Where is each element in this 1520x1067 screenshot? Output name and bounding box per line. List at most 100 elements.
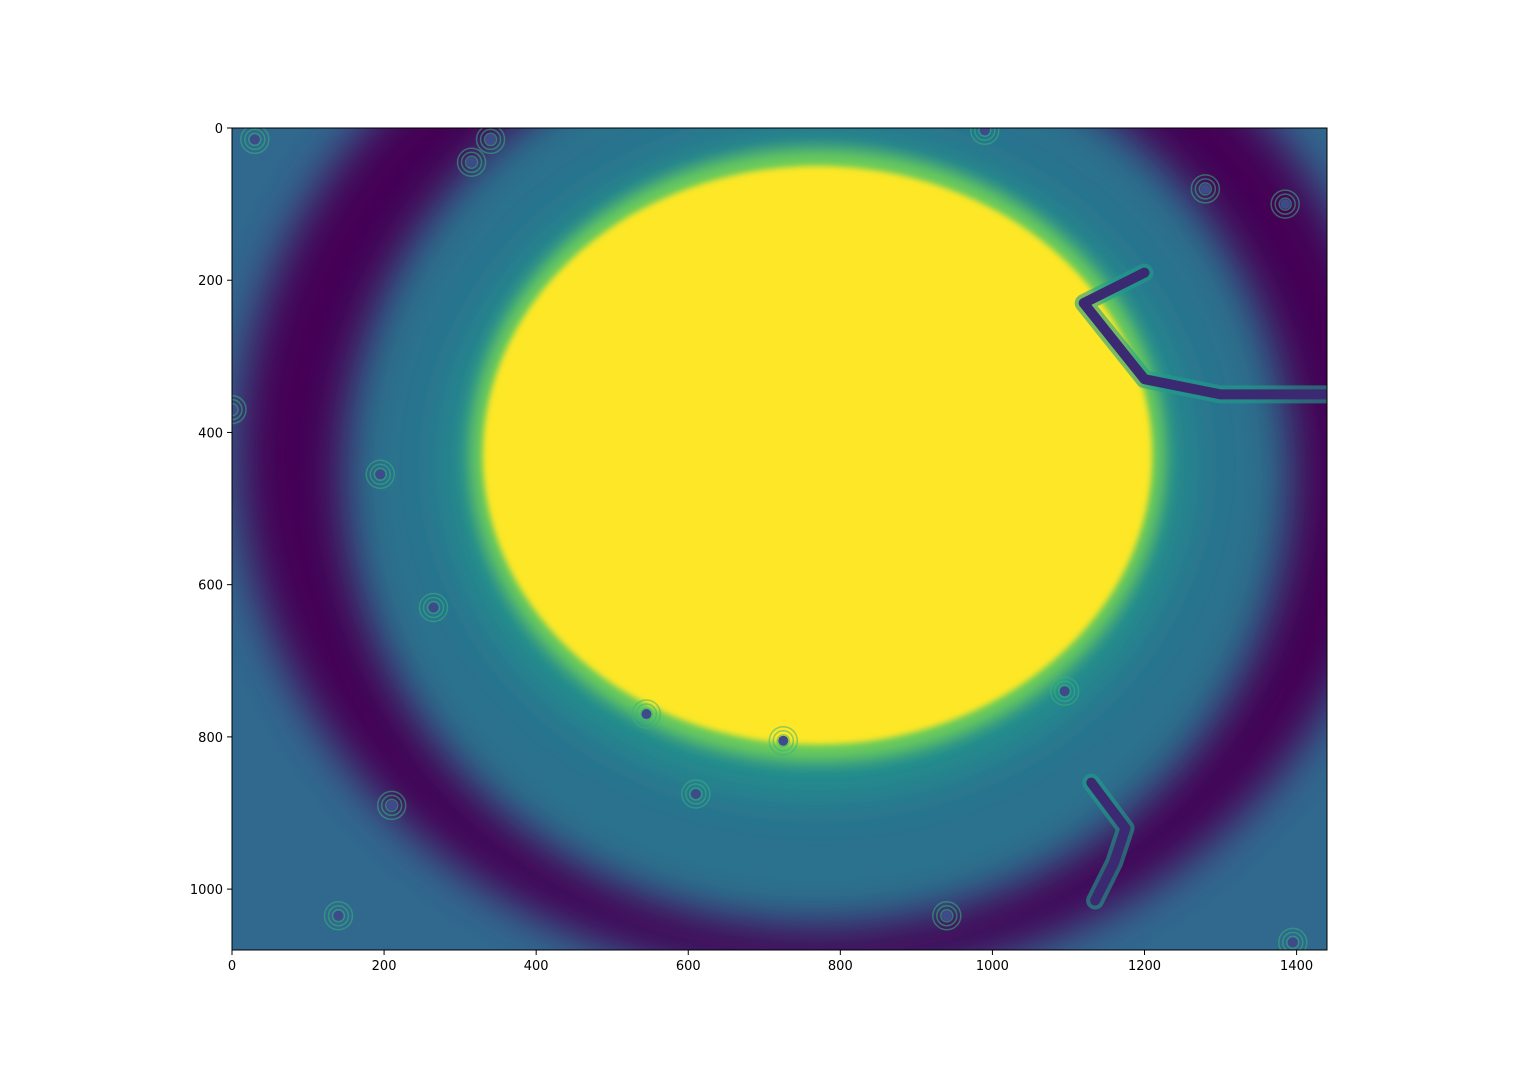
particle-core	[386, 800, 397, 811]
particle-fringe	[936, 905, 958, 927]
filament-layer	[1074, 263, 1327, 910]
particle-fringe	[772, 729, 795, 752]
particle-fringe	[331, 909, 346, 923]
particle	[232, 394, 247, 425]
intensity-field	[239, 128, 1327, 950]
particle	[240, 128, 270, 155]
particle-core	[466, 157, 477, 168]
particle-fringe	[323, 901, 354, 931]
y-tick-label: 200	[198, 274, 223, 289]
particle-core	[333, 910, 344, 921]
particle-fringe	[244, 128, 266, 151]
particle-fringe	[460, 151, 483, 173]
particle-core	[375, 469, 386, 480]
particle-fringe	[970, 128, 1000, 146]
y-tick-label: 0	[215, 122, 223, 137]
particle-fringe	[365, 459, 396, 490]
y-tick-label: 800	[198, 731, 223, 746]
particle-fringe	[631, 699, 662, 729]
particle-core	[979, 128, 990, 136]
particle	[970, 128, 1000, 146]
particle	[768, 725, 799, 756]
particle	[1278, 927, 1308, 950]
particle	[681, 779, 711, 809]
particle-core	[232, 404, 237, 415]
particle	[456, 147, 487, 177]
x-tick-label: 0	[228, 959, 236, 974]
particle-fringe	[1286, 935, 1300, 950]
particle-core	[249, 134, 260, 145]
particle-fringe	[1278, 197, 1292, 211]
particle-fringe	[479, 128, 502, 151]
particle-fringe	[418, 592, 449, 623]
particle-fringe	[373, 467, 388, 482]
particle-core	[485, 134, 496, 145]
x-tick-label: 200	[372, 959, 397, 974]
particle-fringe	[380, 794, 403, 817]
particle-fringe	[456, 147, 487, 177]
particle-fringe	[978, 128, 992, 138]
particle-fringe	[1057, 684, 1072, 698]
x-tick-label: 1400	[1280, 959, 1313, 974]
particle-fringe	[776, 733, 791, 748]
particle-fringe	[1282, 931, 1304, 950]
particle-fringe	[369, 463, 392, 486]
particle-fringe	[932, 901, 962, 931]
particle-fringe	[327, 905, 350, 927]
particle-fringe	[1270, 189, 1300, 219]
particle	[631, 699, 662, 729]
saturated-core	[482, 166, 1153, 745]
plot-area	[232, 128, 1327, 950]
particle-fringe	[1274, 193, 1296, 215]
y-tick-label: 1000	[190, 883, 223, 898]
filament	[1086, 777, 1131, 906]
particle-fringe	[940, 909, 954, 923]
particle	[323, 901, 354, 931]
particle-fringe	[1049, 676, 1080, 706]
particle-fringe	[1190, 174, 1221, 204]
particle-fringe	[689, 787, 703, 801]
particle-fringe	[376, 790, 407, 821]
x-tick-label: 1200	[1128, 959, 1161, 974]
particle	[475, 128, 506, 155]
particle-fringe	[464, 155, 479, 169]
particle-fringe	[1194, 178, 1217, 200]
particle	[418, 592, 449, 623]
y-tick-label: 400	[198, 426, 223, 441]
filament	[1078, 267, 1327, 400]
particle-fringe	[232, 394, 247, 425]
particle-fringe	[974, 128, 996, 142]
particle-fringe	[1278, 927, 1308, 950]
particle-core	[1287, 937, 1298, 948]
particle-core	[428, 602, 439, 613]
particle-fringe	[426, 600, 441, 615]
particle-core	[690, 788, 701, 799]
particle-fringe	[639, 707, 654, 721]
particle-layer	[232, 128, 1308, 950]
particle-core	[778, 735, 789, 746]
particle-fringe	[475, 128, 506, 155]
particle	[1190, 174, 1221, 204]
particle-core	[641, 709, 652, 720]
particle-core	[1280, 199, 1291, 210]
particle-fringe	[768, 725, 799, 756]
particle-fringe	[681, 779, 711, 809]
particle	[932, 901, 962, 931]
x-tick-label: 400	[524, 959, 549, 974]
particle-core	[1059, 686, 1070, 697]
particle-fringe	[1053, 680, 1076, 702]
x-axis: 0 200 400 600 800 1000 1200 1400	[228, 950, 1313, 974]
x-tick-label: 1000	[976, 959, 1009, 974]
plot-frame	[231, 127, 1328, 951]
particle-fringe	[384, 798, 399, 813]
particle-fringe	[1198, 182, 1213, 196]
particle-core	[941, 910, 952, 921]
x-tick-label: 600	[676, 959, 701, 974]
particle	[1049, 676, 1080, 706]
y-tick-label: 600	[198, 579, 223, 594]
particle-fringe	[248, 132, 262, 147]
particle-fringe	[232, 398, 243, 421]
y-axis: 0 200 400 600 800 1000	[190, 122, 232, 898]
x-tick-label: 800	[828, 959, 853, 974]
